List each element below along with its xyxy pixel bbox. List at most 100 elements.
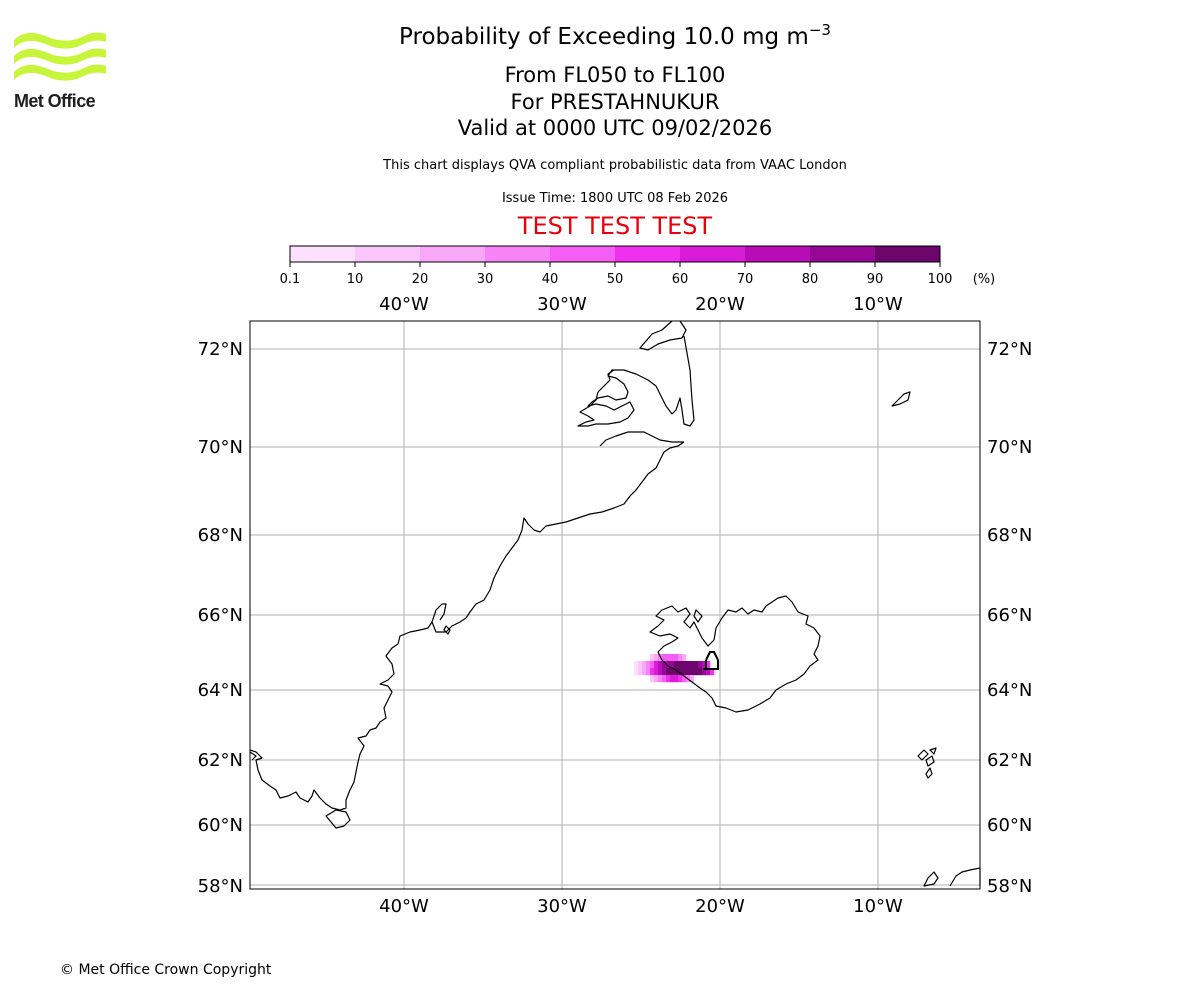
logo-text: Met Office (14, 91, 96, 111)
map-frame (249, 320, 981, 890)
lon-label-top: 20°W (695, 294, 745, 315)
title-main: Probability of Exceeding 10.0 mg m (399, 24, 809, 50)
ash-cell (706, 668, 711, 676)
colorbar: 0.1 10 20 30 40 50 60 70 80 90 100 (%) (280, 245, 995, 287)
ash-cell (666, 661, 671, 669)
ash-cell (658, 668, 663, 676)
colorbar-tick-label: 20 (412, 272, 429, 287)
colorbar-tick-label: 10 (347, 272, 364, 287)
ash-cell (646, 661, 651, 669)
shetland-coastline (923, 867, 981, 887)
ash-cell (654, 661, 659, 669)
longitude-labels-top: 40°W 30°W 20°W 10°W (379, 294, 903, 315)
colorbar-tick-label: 90 (867, 272, 884, 287)
ash-cell (674, 675, 679, 683)
faroe-islands-coastline (917, 747, 937, 779)
ash-cell (706, 661, 711, 669)
ash-cell (690, 675, 695, 683)
lat-label-left: 72°N (198, 339, 243, 360)
lon-label-top: 30°W (537, 294, 587, 315)
ash-cell (670, 675, 675, 683)
ash-cell (666, 668, 671, 676)
ash-cell (682, 668, 687, 676)
latitude-labels-right: 72°N 70°N 68°N 66°N 64°N 62°N 60°N 58°N (987, 339, 1032, 897)
lat-label-right: 60°N (987, 815, 1032, 836)
colorbar-tick-label: 60 (672, 272, 689, 287)
iceland-coastline (649, 595, 821, 713)
ash-cell (642, 661, 647, 669)
ash-cell (694, 668, 699, 676)
ash-cell (670, 654, 675, 662)
ash-probability-field (634, 654, 715, 683)
coastlines (249, 320, 981, 887)
ash-cell (654, 654, 659, 662)
ash-cell (662, 654, 667, 662)
colorbar-segment (680, 246, 745, 262)
title-unit-exponent: −3 (808, 21, 831, 39)
greenland-coastline (249, 320, 695, 829)
ash-cell (702, 661, 707, 669)
ash-cell (650, 661, 655, 669)
ash-cell (670, 661, 675, 669)
met-office-wave-icon (14, 32, 106, 81)
lon-label-bottom: 20°W (695, 896, 745, 917)
latitude-labels-left: 72°N 70°N 68°N 66°N 64°N 62°N 60°N 58°N (198, 339, 243, 897)
lon-label-top: 10°W (853, 294, 903, 315)
baffin-coastline (249, 751, 257, 761)
lon-label-bottom: 40°W (379, 896, 429, 917)
colorbar-segment (355, 246, 420, 262)
lat-label-right: 58°N (987, 876, 1032, 897)
met-office-logo: Met Office (14, 30, 114, 114)
colorbar-tick-label: 80 (802, 272, 819, 287)
lat-label-right: 70°N (987, 437, 1032, 458)
longitude-labels-bottom: 40°W 30°W 20°W 10°W (379, 896, 903, 917)
lat-label-left: 70°N (198, 437, 243, 458)
ash-cell (694, 661, 699, 669)
ash-cell (662, 661, 667, 669)
flight-level-range: From FL050 to FL100 (504, 63, 726, 87)
graticule (250, 321, 980, 889)
valid-time: Valid at 0000 UTC 09/02/2026 (457, 116, 773, 140)
ash-cell (678, 675, 683, 683)
volcano-icon (703, 651, 719, 670)
ash-cell (710, 668, 715, 676)
lat-label-right: 64°N (987, 680, 1032, 701)
lat-label-left: 66°N (198, 605, 243, 626)
ash-cell (678, 668, 683, 676)
ash-cell (638, 661, 643, 669)
ash-cell (682, 654, 687, 662)
ash-cell (670, 668, 675, 676)
lon-label-bottom: 10°W (853, 896, 903, 917)
ash-cell (674, 661, 679, 669)
colorbar-tick-label: 50 (607, 272, 624, 287)
ash-cell (674, 654, 679, 662)
ash-cell (634, 668, 639, 676)
ash-cell (666, 675, 671, 683)
ash-cell (682, 675, 687, 683)
ash-cell (666, 654, 671, 662)
ash-cell (662, 675, 667, 683)
ash-cell (686, 668, 691, 676)
ash-cell (658, 654, 663, 662)
colorbar-segment (550, 246, 615, 262)
ash-cell (650, 675, 655, 683)
lat-label-left: 68°N (198, 525, 243, 546)
colorbar-segment (875, 246, 940, 262)
colorbar-tick-label: 100 (928, 272, 953, 287)
chart-subtitle: This chart displays QVA compliant probab… (383, 158, 847, 173)
ash-cell (686, 661, 691, 669)
colorbar-tick-label: 40 (542, 272, 559, 287)
ash-cell (654, 675, 659, 683)
ash-cell (662, 668, 667, 676)
ash-cell (674, 668, 679, 676)
colorbar-tick-label: 0.1 (280, 272, 301, 287)
ash-cell (654, 668, 659, 676)
ash-cell (658, 675, 663, 683)
colorbar-segment (810, 246, 875, 262)
ash-cell (638, 668, 643, 676)
colorbar-segment (745, 246, 810, 262)
ash-cell (646, 668, 651, 676)
colorbar-segment (485, 246, 550, 262)
ash-cell (690, 668, 695, 676)
lon-label-bottom: 30°W (537, 896, 587, 917)
